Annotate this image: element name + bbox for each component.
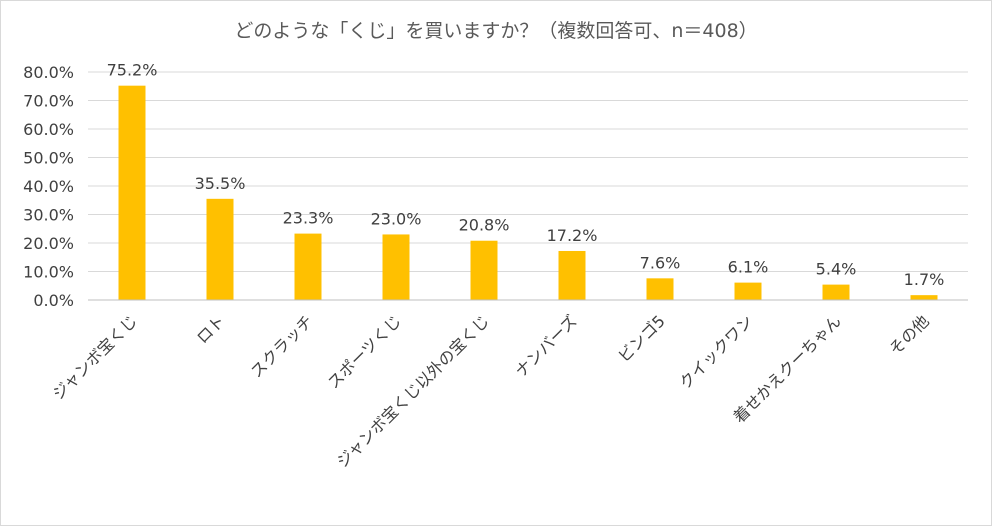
y-tick-label: 10.0% [23, 263, 74, 282]
bar [734, 282, 762, 300]
data-label: 23.0% [371, 209, 422, 228]
y-tick-label: 70.0% [23, 92, 74, 111]
bar [910, 295, 938, 300]
data-label: 5.4% [816, 260, 857, 279]
data-label: 17.2% [547, 226, 598, 245]
bar [822, 284, 850, 300]
category-label: スポーツくじ [324, 311, 405, 392]
category-label: ジャンボ宝くじ [49, 311, 141, 403]
bar [382, 234, 410, 300]
y-tick-label: 40.0% [23, 177, 74, 196]
y-tick-label: 60.0% [23, 120, 74, 139]
y-tick-label: 80.0% [23, 63, 74, 82]
category-label: ジャンボ宝くじ以外の宝くじ [333, 311, 493, 471]
category-label: スクラッチ [247, 311, 317, 381]
data-label: 75.2% [107, 61, 158, 80]
bar [118, 85, 146, 301]
data-label: 20.8% [459, 216, 510, 235]
data-label: 1.7% [904, 270, 945, 289]
bar [206, 198, 234, 300]
y-tick-label: 0.0% [33, 291, 74, 310]
data-label: 35.5% [195, 174, 246, 193]
y-tick-label: 50.0% [23, 149, 74, 168]
y-tick-label: 20.0% [23, 234, 74, 253]
bar [646, 278, 674, 300]
category-label: ロト [193, 311, 229, 347]
category-label: ビンゴ5 [614, 311, 669, 366]
data-label: 23.3% [283, 209, 334, 228]
category-label: クイックワン [676, 311, 757, 392]
bar [470, 240, 498, 300]
category-label: その他 [885, 311, 932, 358]
bar [558, 250, 586, 300]
data-label: 6.1% [728, 258, 769, 277]
chart-title: どのような「くじ」を買いますか？（複数回答可、n＝408） [234, 20, 758, 42]
data-label: 7.6% [640, 253, 681, 272]
category-label: ナンバーズ [511, 311, 580, 380]
bar [294, 233, 322, 300]
y-tick-label: 30.0% [23, 206, 74, 225]
